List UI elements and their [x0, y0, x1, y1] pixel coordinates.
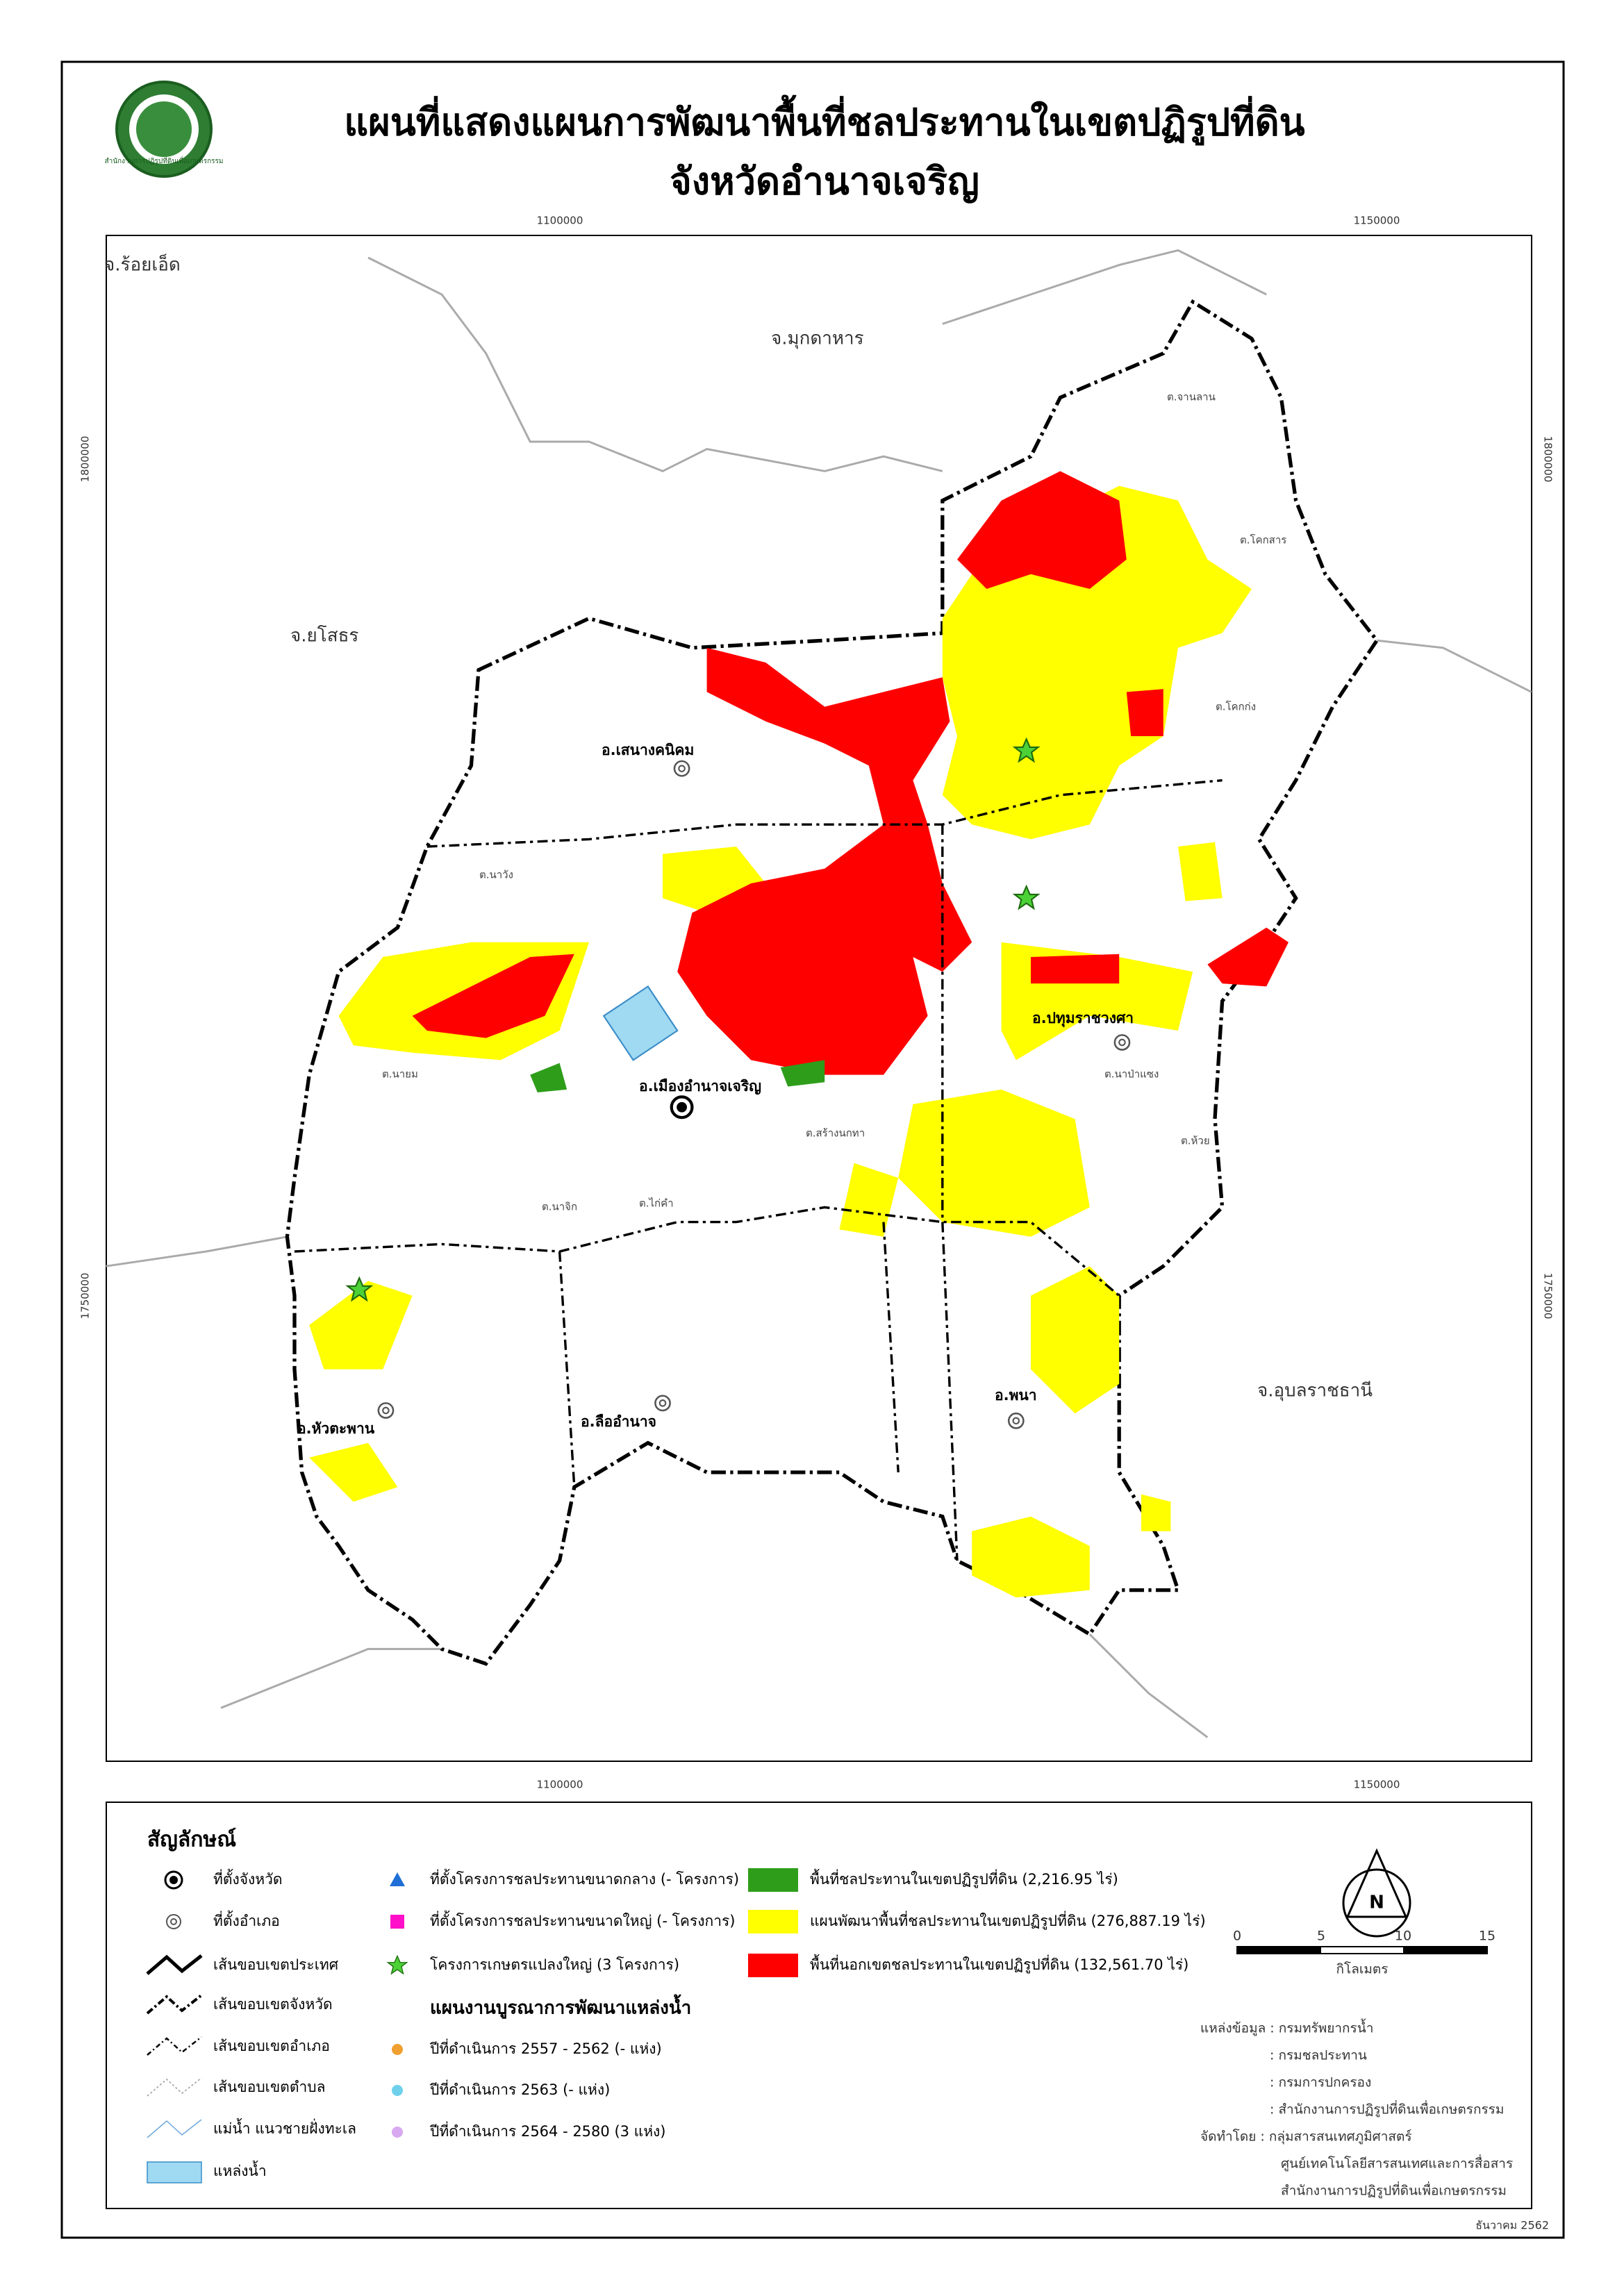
credit: จัดทำโดย : กลุ่มสารสนเทศภูมิศาสตร์	[1200, 2129, 1412, 2145]
legend-label: โครงการเกษตรแปลงใหญ่ (3 โครงการ)	[430, 1956, 679, 1973]
district-label: อ.ปทุมราชวงศา	[1032, 1010, 1134, 1028]
logo-text: สำนักงานการปฏิรูปที่ดินเพื่อเกษตรกรรม	[104, 156, 223, 165]
subdistrict-label: ต.ห้วย	[1181, 1135, 1210, 1147]
map	[106, 249, 1532, 1738]
legend-label: เส้นขอบเขตอำเภอ	[213, 2038, 330, 2054]
subdistrict-label: ต.นาป่าแซง	[1104, 1068, 1159, 1081]
legend-symbols-right	[748, 1868, 798, 1977]
legend-label: แผนพัฒนาพื้นที่ชลประทานในเขตปฏิรูปที่ดิน…	[810, 1911, 1206, 1930]
credit: : สำนักงานการปฏิรูปที่ดินเพื่อเกษตรกรรม	[1270, 2100, 1504, 2118]
title: แผนที่แสดงแผนการพัฒนาพื้นที่ชลประทานในเข…	[344, 95, 1304, 146]
credit: : กรมการปกครอง	[1270, 2075, 1371, 2090]
credit: สำนักงานการปฏิรูปที่ดินเพื่อเกษตรกรรม	[1281, 2181, 1507, 2199]
legend-label: พื้นที่นอกเขตชลประทานในเขตปฏิรูปที่ดิน (…	[810, 1954, 1188, 1974]
legend-label: ที่ตั้งโครงการชลประทานขนาดกลาง (- โครงกา…	[430, 1869, 739, 1888]
grid-label: 1100000	[537, 215, 583, 227]
page-border	[60, 60, 1565, 2239]
legend-label: แม่น้ำ แนวชายฝั่งทะเล	[213, 2118, 356, 2137]
scale-tick: 10	[1395, 1929, 1411, 1944]
svg-text:N: N	[1369, 1892, 1384, 1913]
date: ธันวาคม 2562	[1475, 2219, 1549, 2232]
district-label: อ.หัวตะพาน	[297, 1420, 375, 1437]
province-label: จ.ยโสธร	[290, 625, 358, 647]
legend-label: ปีที่ดำเนินการ 2564 - 2580 (3 แห่ง)	[429, 2121, 665, 2140]
scale-tick: 5	[1317, 1929, 1325, 1944]
subdistrict-label: ต.โคกก่ง	[1216, 701, 1256, 713]
province-label: จ.มุกดาหาร	[771, 328, 864, 349]
legend-label: ปีที่ดำเนินการ 2557 - 2562 (- แห่ง)	[429, 2038, 661, 2057]
grid-label: 1750000	[1542, 1273, 1555, 1320]
scale-tick: 15	[1479, 1929, 1495, 1944]
water-body	[602, 985, 679, 1061]
legend-subtitle: แผนงานบูรณาการพัฒนาแหล่งน้ำ	[430, 1994, 691, 2020]
legend-label: เส้นขอบเขตตำบล	[213, 2079, 325, 2095]
legend-symbols-left	[146, 1870, 203, 2183]
grid-label: 1150000	[1354, 1779, 1400, 1791]
province-label: จ.ร้อยเอ็ด	[104, 253, 181, 276]
district-label: อ.เมืองอำนาจเจริญ	[639, 1078, 761, 1095]
legend-label: พื้นที่ชลประทานในเขตปฏิรูปที่ดิน (2,216.…	[810, 1869, 1118, 1888]
district-label: อ.พนา	[995, 1387, 1037, 1404]
subdistrict-label: ต.โคกสาร	[1240, 534, 1286, 547]
legend-label: เส้นขอบเขตจังหวัด	[213, 1996, 333, 2013]
grid-label: 1750000	[79, 1273, 92, 1320]
district-label: อ.เสนางคนิคม	[602, 742, 694, 758]
district-markers	[377, 760, 1131, 1429]
logo: สำนักงานการปฏิรูปที่ดินเพื่อเกษตรกรรม	[104, 81, 224, 178]
grid-label: 1150000	[1354, 215, 1400, 227]
project-stars	[345, 737, 1041, 1302]
district-label: อ.ลืออำนาจ	[581, 1413, 656, 1430]
grid-label: 1800000	[79, 436, 92, 483]
province-label: จ.อุบลราชธานี	[1257, 1381, 1373, 1401]
legend-label: ที่ตั้งจังหวัด	[213, 1869, 283, 1888]
legend-label: เส้นขอบเขตประเทศ	[213, 1956, 339, 1973]
subdistrict-label: ต.นายม	[382, 1068, 418, 1081]
non-irrigated-areas	[412, 471, 1289, 1075]
neighbor-boundaries	[106, 249, 1532, 1738]
legend-symbols-middle	[386, 1872, 408, 2138]
subdistrict-label: ต.นาจิก	[542, 1201, 577, 1213]
legend-label: ที่ตั้งโครงการชลประทานขนาดใหญ่ (- โครงกา…	[430, 1911, 735, 1929]
legend-label: แหล่งน้ำ	[213, 2161, 267, 2179]
credit: แหล่งข้อมูล : กรมทรัพยากรน้ำ	[1200, 2019, 1373, 2036]
scale-tick: 0	[1233, 1929, 1241, 1944]
grid-label: 1800000	[1542, 436, 1555, 483]
credit: : กรมชลประทาน	[1270, 2048, 1367, 2063]
subdistrict-label: ต.ไก่คำ	[639, 1197, 674, 1210]
subdistrict-label: ต.จานลาน	[1167, 391, 1216, 404]
legend-box	[106, 1802, 1532, 2209]
north-arrow: N	[1342, 1848, 1411, 1938]
scale-bar	[1236, 1946, 1488, 1954]
legend-title: สัญลักษณ์	[147, 1828, 236, 1852]
legend-label: ที่ตั้งอำเภอ	[213, 1911, 280, 1929]
credit: ศูนย์เทคโนโลยีสารสนเทศและการสื่อสาร	[1281, 2154, 1513, 2172]
grid-label: 1100000	[537, 1779, 583, 1791]
district-boundaries	[294, 779, 1223, 1561]
irrigated-areas	[530, 1060, 825, 1093]
scale-unit: กิโลเมตร	[1336, 1961, 1389, 1977]
subdistrict-label: ต.สร้างนกทา	[806, 1127, 865, 1140]
subtitle: จังหวัดอำนาจเจริญ	[670, 160, 979, 203]
legend-label: ปีที่ดำเนินการ 2563 (- แห่ง)	[429, 2079, 610, 2098]
subdistrict-label: ต.นาวัง	[479, 869, 513, 881]
